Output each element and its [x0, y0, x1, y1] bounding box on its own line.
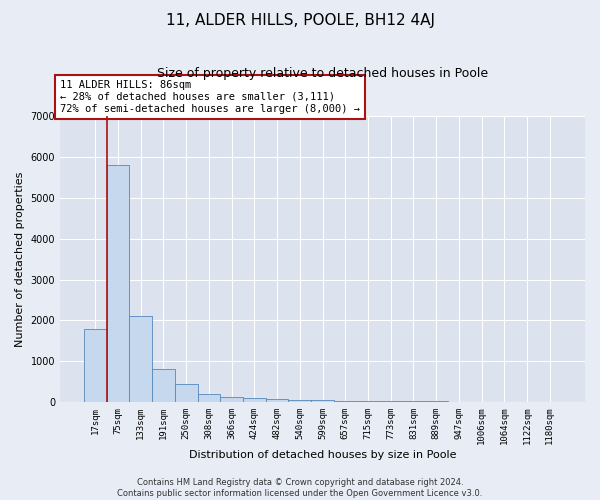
Bar [311, 400, 334, 402]
Bar [175, 384, 197, 402]
Y-axis label: Number of detached properties: Number of detached properties [15, 172, 25, 347]
Bar [356, 400, 379, 402]
Text: 11 ALDER HILLS: 86sqm
← 28% of detached houses are smaller (3,111)
72% of semi-d: 11 ALDER HILLS: 86sqm ← 28% of detached … [60, 80, 360, 114]
Bar [130, 316, 152, 402]
X-axis label: Distribution of detached houses by size in Poole: Distribution of detached houses by size … [189, 450, 456, 460]
Bar [197, 394, 220, 402]
Bar [289, 400, 311, 402]
Title: Size of property relative to detached houses in Poole: Size of property relative to detached ho… [157, 68, 488, 80]
Bar [379, 401, 402, 402]
Text: 11, ALDER HILLS, POOLE, BH12 4AJ: 11, ALDER HILLS, POOLE, BH12 4AJ [166, 12, 434, 28]
Bar [334, 400, 356, 402]
Bar [84, 328, 107, 402]
Bar [107, 166, 130, 402]
Bar [220, 397, 243, 402]
Bar [243, 398, 266, 402]
Bar [266, 399, 289, 402]
Bar [152, 370, 175, 402]
Text: Contains HM Land Registry data © Crown copyright and database right 2024.
Contai: Contains HM Land Registry data © Crown c… [118, 478, 482, 498]
